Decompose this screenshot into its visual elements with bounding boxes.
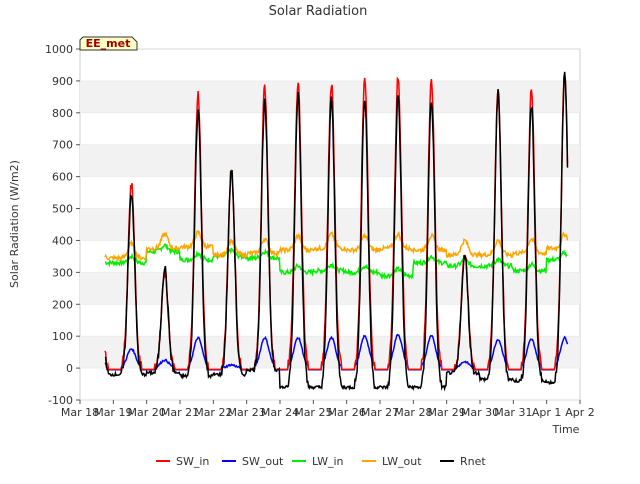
- y-tick-label: 400: [52, 234, 73, 247]
- x-tick-label: Apr 1: [532, 406, 562, 419]
- x-tick-label: Mar 25: [294, 406, 332, 419]
- x-tick-label: Mar 23: [228, 406, 266, 419]
- legend-label: LW_in: [312, 455, 344, 468]
- y-tick-label: 600: [52, 171, 73, 184]
- x-tick-label: Mar 27: [361, 406, 399, 419]
- y-tick-label: 100: [52, 330, 73, 343]
- x-tick-label: Mar 19: [94, 406, 132, 419]
- y-tick-label: 500: [52, 203, 73, 216]
- series-lines: [104, 71, 569, 392]
- y-tick-label: 0: [66, 362, 73, 375]
- x-tick-label: Apr 2: [565, 406, 595, 419]
- x-tick-label: Mar 30: [461, 406, 499, 419]
- x-tick-label: Mar 24: [261, 406, 299, 419]
- x-tick-label: Mar 22: [194, 406, 232, 419]
- x-tick-label: Mar 21: [161, 406, 199, 419]
- y-axis-ticks: -100 0 100 200 300 400 500 600 700 800 900 1000: [45, 43, 80, 407]
- y-tick-label: 300: [52, 266, 73, 279]
- chart-title: Solar Radiation: [269, 4, 368, 19]
- legend-label: SW_out: [242, 455, 284, 468]
- x-tick-label: Mar 26: [328, 406, 366, 419]
- x-axis-label: Time: [552, 423, 580, 436]
- x-tick-label: Mar 18: [61, 406, 99, 419]
- legend-label: Rnet: [460, 455, 486, 468]
- x-tick-label: Mar 28: [394, 406, 432, 419]
- x-tick-label: Mar 29: [428, 406, 466, 419]
- y-tick-label: 200: [52, 298, 73, 311]
- legend: SW_in SW_out LW_in LW_out Rnet: [156, 455, 486, 468]
- station-label: EE_met: [86, 37, 131, 50]
- y-axis-label: Solar Radiation (W/m2): [8, 160, 21, 288]
- legend-label: SW_in: [176, 455, 209, 468]
- y-tick-label: 900: [52, 75, 73, 88]
- x-tick-label: Mar 31: [494, 406, 532, 419]
- x-tick-label: Mar 20: [128, 406, 166, 419]
- legend-label: LW_out: [382, 455, 422, 468]
- y-tick-label: 700: [52, 139, 73, 152]
- y-tick-label: -100: [48, 394, 73, 407]
- y-tick-label: 800: [52, 107, 73, 120]
- grid-band: [80, 272, 580, 305]
- y-tick-label: 1000: [45, 43, 73, 56]
- series-line-rnet: [104, 71, 569, 392]
- station-badge: EE_met: [79, 36, 138, 51]
